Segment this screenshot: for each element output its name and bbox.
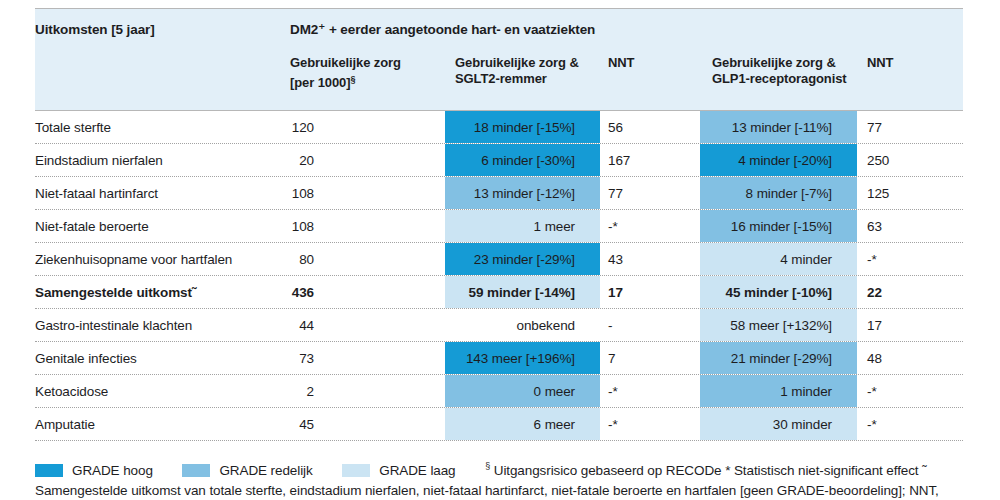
nnt-sglt2-value: 7 [600, 342, 700, 374]
nnt-sglt2-value: 167 [600, 144, 700, 176]
outcomes-figure: Uitkomsten [5 jaar] DM2⁺ + eerder aanget… [0, 0, 1000, 500]
grade-color-swatch [182, 464, 210, 477]
header-line-1: Gebruikelijke zorg [290, 55, 401, 70]
header-line-1: Gebruikelijke zorg & [712, 55, 836, 70]
nnt-glp1-value: 22 [857, 276, 963, 308]
nnt-sglt2-value: -* [600, 408, 700, 440]
glp1-effect-cell: 58 meer [+132%] [700, 309, 857, 341]
table-row: Ketoacidose 2 0 meer -* 1 minder -* [35, 375, 963, 408]
baseline-risk-value: 436 [285, 276, 445, 308]
column-header-glp1: Gebruikelijke zorg &GLP1-receptoragonist [700, 55, 857, 91]
sglt2-effect-cell: 143 meer [+196%] [445, 342, 600, 374]
glp1-effect-cell: 45 minder [-10%] [700, 276, 857, 308]
baseline-risk-value: 45 [285, 408, 445, 440]
sglt2-effect-cell: 6 meer [445, 408, 600, 440]
glp1-effect-cell: 13 minder [-11%] [700, 111, 857, 143]
nnt-glp1-value: 77 [857, 111, 963, 143]
glp1-effect-cell: 16 minder [-15%] [700, 210, 857, 242]
legend-item: GRADE hoog [35, 463, 179, 478]
grade-color-swatch [35, 464, 63, 477]
table-row: Niet-fataal hartinfarct 108 13 minder [-… [35, 177, 963, 210]
nnt-sglt2-value: 77 [600, 177, 700, 209]
nnt-sglt2-value: - [600, 309, 700, 341]
nnt-glp1-value: -* [857, 243, 963, 275]
nnt-sglt2-value: -* [600, 210, 700, 242]
nnt-glp1-value: 63 [857, 210, 963, 242]
header-spacer [35, 55, 285, 91]
nnt-glp1-value: 48 [857, 342, 963, 374]
baseline-risk-value: 44 [285, 309, 445, 341]
header-line-2: [per 1000] [290, 75, 350, 90]
baseline-risk-value: 73 [285, 342, 445, 374]
column-header-nnt-2: NNT [857, 55, 963, 91]
outcome-label: Ketoacidose [35, 375, 285, 407]
outcome-label: Gastro-intestinale klachten [35, 309, 285, 341]
glp1-effect-cell: 4 minder [-20%] [700, 144, 857, 176]
sglt2-effect-cell: 6 minder [-30%] [445, 144, 600, 176]
footnote-marker: § [350, 74, 355, 84]
baseline-risk-value: 120 [285, 111, 445, 143]
table-header: Uitkomsten [5 jaar] DM2⁺ + eerder aanget… [35, 8, 963, 111]
nnt-glp1-value: -* [857, 375, 963, 407]
glp1-effect-cell: 30 minder [700, 408, 857, 440]
legend-item: GRADE laag [342, 463, 481, 478]
header-line-1: Gebruikelijke zorg & [455, 55, 579, 70]
outcome-label: Niet-fatale beroerte [35, 210, 285, 242]
nnt-glp1-value: 125 [857, 177, 963, 209]
nnt-sglt2-value: 56 [600, 111, 700, 143]
header-line-2: SGLT2-remmer [455, 71, 547, 86]
nnt-glp1-value: 250 [857, 144, 963, 176]
baseline-risk-value: 108 [285, 177, 445, 209]
legend-label: GRADE redelijk [219, 463, 312, 478]
grade-legend: GRADE hoog GRADE redelijk GRADE laag [35, 463, 485, 478]
baseline-risk-value: 108 [285, 210, 445, 242]
glp1-effect-cell: 1 minder [700, 375, 857, 407]
outcome-label: Genitale infecties [35, 342, 285, 374]
glp1-effect-cell: 8 minder [-7%] [700, 177, 857, 209]
column-header-sglt2: Gebruikelijke zorg &SGLT2-remmer [445, 55, 600, 91]
sglt2-effect-cell: 1 meer [445, 210, 600, 242]
outcome-label: Eindstadium nierfalen [35, 144, 285, 176]
sglt2-effect-cell: 18 minder [-15%] [445, 111, 600, 143]
table-row: Amputatie 45 6 meer -* 30 minder -* [35, 408, 963, 441]
table-row: Genitale infecties 73 143 meer [+196%] 7… [35, 342, 963, 375]
glp1-effect-cell: 21 minder [-29%] [700, 342, 857, 374]
header-line-2: GLP1-receptoragonist [712, 71, 847, 86]
footnote: GRADE hoog GRADE redelijk GRADE laag § U… [35, 456, 963, 500]
legend-label: GRADE laag [379, 463, 455, 478]
baseline-risk-value: 20 [285, 144, 445, 176]
table-row: Samengestelde uitkomst˜ 436 59 minder [-… [35, 276, 963, 309]
sglt2-effect-cell: 13 minder [-12%] [445, 177, 600, 209]
table-body: Totale sterfte 120 18 minder [-15%] 56 1… [35, 111, 963, 441]
baseline-risk-value: 80 [285, 243, 445, 275]
table-row: Eindstadium nierfalen 20 6 minder [-30%]… [35, 144, 963, 177]
table-row: Niet-fatale beroerte 108 1 meer -* 16 mi… [35, 210, 963, 243]
sglt2-effect-cell: onbekend [445, 309, 600, 341]
sglt2-effect-cell: 23 minder [-29%] [445, 243, 600, 275]
nnt-sglt2-value: 17 [600, 276, 700, 308]
outcome-label: Ziekenhuisopname voor hartfalen [35, 243, 285, 275]
outcome-label: Samengestelde uitkomst˜ [35, 276, 285, 308]
grade-color-swatch [342, 464, 370, 477]
outcome-label: Amputatie [35, 408, 285, 440]
baseline-risk-value: 2 [285, 375, 445, 407]
sglt2-effect-cell: 0 meer [445, 375, 600, 407]
table-row: Gastro-intestinale klachten 44 onbekend … [35, 309, 963, 342]
nnt-glp1-value: 17 [857, 309, 963, 341]
table-row: Totale sterfte 120 18 minder [-15%] 56 1… [35, 111, 963, 144]
outcome-label: Niet-fataal hartinfarct [35, 177, 285, 209]
column-header-usual-care: Gebruikelijke zorg [per 1000]§ [285, 55, 445, 91]
column-header-outcomes: Uitkomsten [5 jaar] [35, 22, 285, 38]
legend-item: GRADE redelijk [182, 463, 338, 478]
nnt-glp1-value: -* [857, 408, 963, 440]
nnt-sglt2-value: 43 [600, 243, 700, 275]
table-row: Ziekenhuisopname voor hartfalen 80 23 mi… [35, 243, 963, 276]
glp1-effect-cell: 4 minder [700, 243, 857, 275]
sglt2-effect-cell: 59 minder [-14%] [445, 276, 600, 308]
column-header-nnt-1: NNT [600, 55, 700, 91]
legend-label: GRADE hoog [72, 463, 153, 478]
nnt-sglt2-value: -* [600, 375, 700, 407]
group-header-dm2: DM2⁺ + eerder aangetoonde hart- en vaatz… [285, 22, 963, 38]
outcome-label: Totale sterfte [35, 111, 285, 143]
